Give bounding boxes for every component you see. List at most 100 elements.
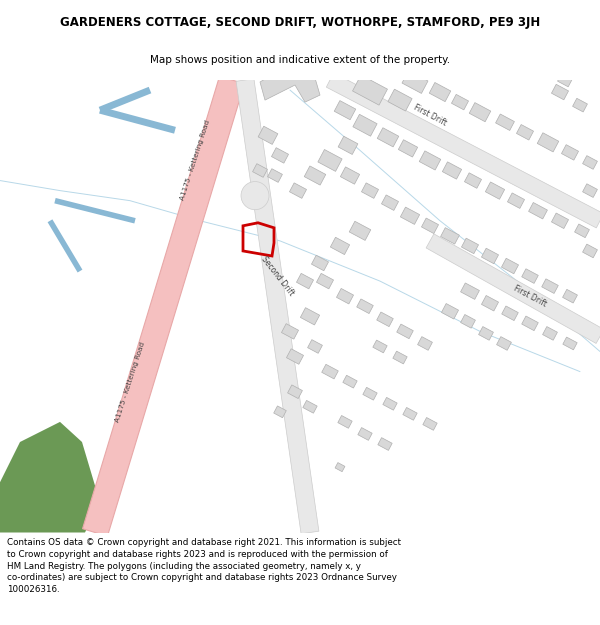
Polygon shape — [522, 316, 538, 331]
Polygon shape — [429, 82, 451, 102]
Text: Map shows position and indicative extent of the property.: Map shows position and indicative extent… — [150, 55, 450, 65]
Polygon shape — [357, 299, 373, 314]
Polygon shape — [349, 221, 371, 241]
Text: Second Drift: Second Drift — [260, 254, 296, 298]
Polygon shape — [301, 308, 320, 325]
Polygon shape — [529, 202, 547, 219]
Text: A1175 - Kettering Road: A1175 - Kettering Road — [114, 341, 146, 422]
Polygon shape — [402, 71, 428, 93]
Polygon shape — [286, 349, 304, 364]
Polygon shape — [419, 151, 441, 170]
Polygon shape — [308, 339, 322, 353]
Text: First Drift: First Drift — [512, 284, 548, 309]
Polygon shape — [343, 375, 357, 388]
Polygon shape — [530, 62, 550, 78]
Polygon shape — [274, 406, 286, 418]
Polygon shape — [334, 101, 356, 120]
Polygon shape — [522, 269, 538, 283]
Polygon shape — [271, 148, 289, 163]
Polygon shape — [562, 144, 578, 160]
Polygon shape — [542, 327, 557, 340]
Polygon shape — [363, 388, 377, 400]
Polygon shape — [400, 207, 419, 224]
Polygon shape — [340, 167, 359, 184]
Polygon shape — [563, 289, 577, 303]
Polygon shape — [442, 162, 461, 179]
Polygon shape — [451, 94, 469, 110]
Polygon shape — [426, 234, 600, 344]
Polygon shape — [335, 462, 345, 472]
Polygon shape — [378, 438, 392, 451]
Polygon shape — [421, 218, 439, 234]
Polygon shape — [287, 385, 302, 399]
Text: First Drift: First Drift — [412, 102, 448, 127]
Polygon shape — [481, 248, 499, 264]
Polygon shape — [268, 169, 283, 182]
Circle shape — [241, 181, 269, 210]
Polygon shape — [583, 244, 598, 258]
Polygon shape — [583, 156, 598, 169]
Polygon shape — [318, 149, 342, 171]
Polygon shape — [83, 76, 244, 536]
Polygon shape — [289, 183, 307, 198]
Polygon shape — [322, 364, 338, 379]
Polygon shape — [583, 184, 598, 198]
Polygon shape — [575, 224, 589, 238]
Polygon shape — [517, 124, 533, 140]
Polygon shape — [403, 408, 417, 420]
Polygon shape — [557, 73, 572, 87]
Polygon shape — [551, 213, 569, 229]
Polygon shape — [326, 73, 600, 228]
Polygon shape — [508, 193, 524, 208]
Polygon shape — [469, 102, 491, 122]
Polygon shape — [497, 337, 511, 350]
Polygon shape — [542, 279, 558, 294]
Polygon shape — [398, 140, 418, 157]
Polygon shape — [373, 340, 387, 353]
Polygon shape — [502, 258, 518, 274]
Polygon shape — [316, 273, 334, 289]
Polygon shape — [537, 132, 559, 152]
Polygon shape — [377, 312, 393, 327]
Polygon shape — [461, 238, 479, 254]
Polygon shape — [338, 136, 358, 154]
Polygon shape — [551, 84, 569, 100]
Polygon shape — [442, 304, 458, 319]
Polygon shape — [383, 398, 397, 410]
Polygon shape — [311, 255, 329, 271]
Text: Contains OS data © Crown copyright and database right 2021. This information is : Contains OS data © Crown copyright and d… — [7, 538, 401, 594]
Polygon shape — [258, 126, 278, 144]
Polygon shape — [397, 324, 413, 339]
Polygon shape — [382, 195, 398, 211]
Polygon shape — [304, 166, 326, 185]
Polygon shape — [481, 296, 499, 311]
Polygon shape — [461, 283, 479, 299]
Polygon shape — [388, 89, 412, 111]
Polygon shape — [253, 164, 268, 177]
Polygon shape — [496, 114, 514, 131]
Polygon shape — [418, 337, 433, 350]
Polygon shape — [331, 238, 350, 254]
Polygon shape — [563, 337, 577, 350]
Polygon shape — [461, 314, 475, 328]
Polygon shape — [353, 114, 377, 136]
Polygon shape — [236, 79, 319, 534]
Polygon shape — [353, 75, 388, 105]
Polygon shape — [377, 127, 399, 147]
Polygon shape — [393, 351, 407, 364]
Polygon shape — [338, 416, 352, 428]
Polygon shape — [423, 418, 437, 430]
Polygon shape — [358, 428, 372, 441]
Polygon shape — [337, 289, 353, 304]
Polygon shape — [296, 273, 314, 289]
Polygon shape — [464, 173, 482, 188]
Polygon shape — [361, 183, 379, 198]
Polygon shape — [440, 228, 460, 244]
Polygon shape — [303, 401, 317, 413]
Polygon shape — [572, 98, 587, 112]
Polygon shape — [502, 306, 518, 321]
Text: A1175 - Kettering Road: A1175 - Kettering Road — [179, 119, 211, 201]
Polygon shape — [479, 327, 493, 340]
Polygon shape — [281, 324, 299, 339]
Polygon shape — [0, 422, 100, 532]
